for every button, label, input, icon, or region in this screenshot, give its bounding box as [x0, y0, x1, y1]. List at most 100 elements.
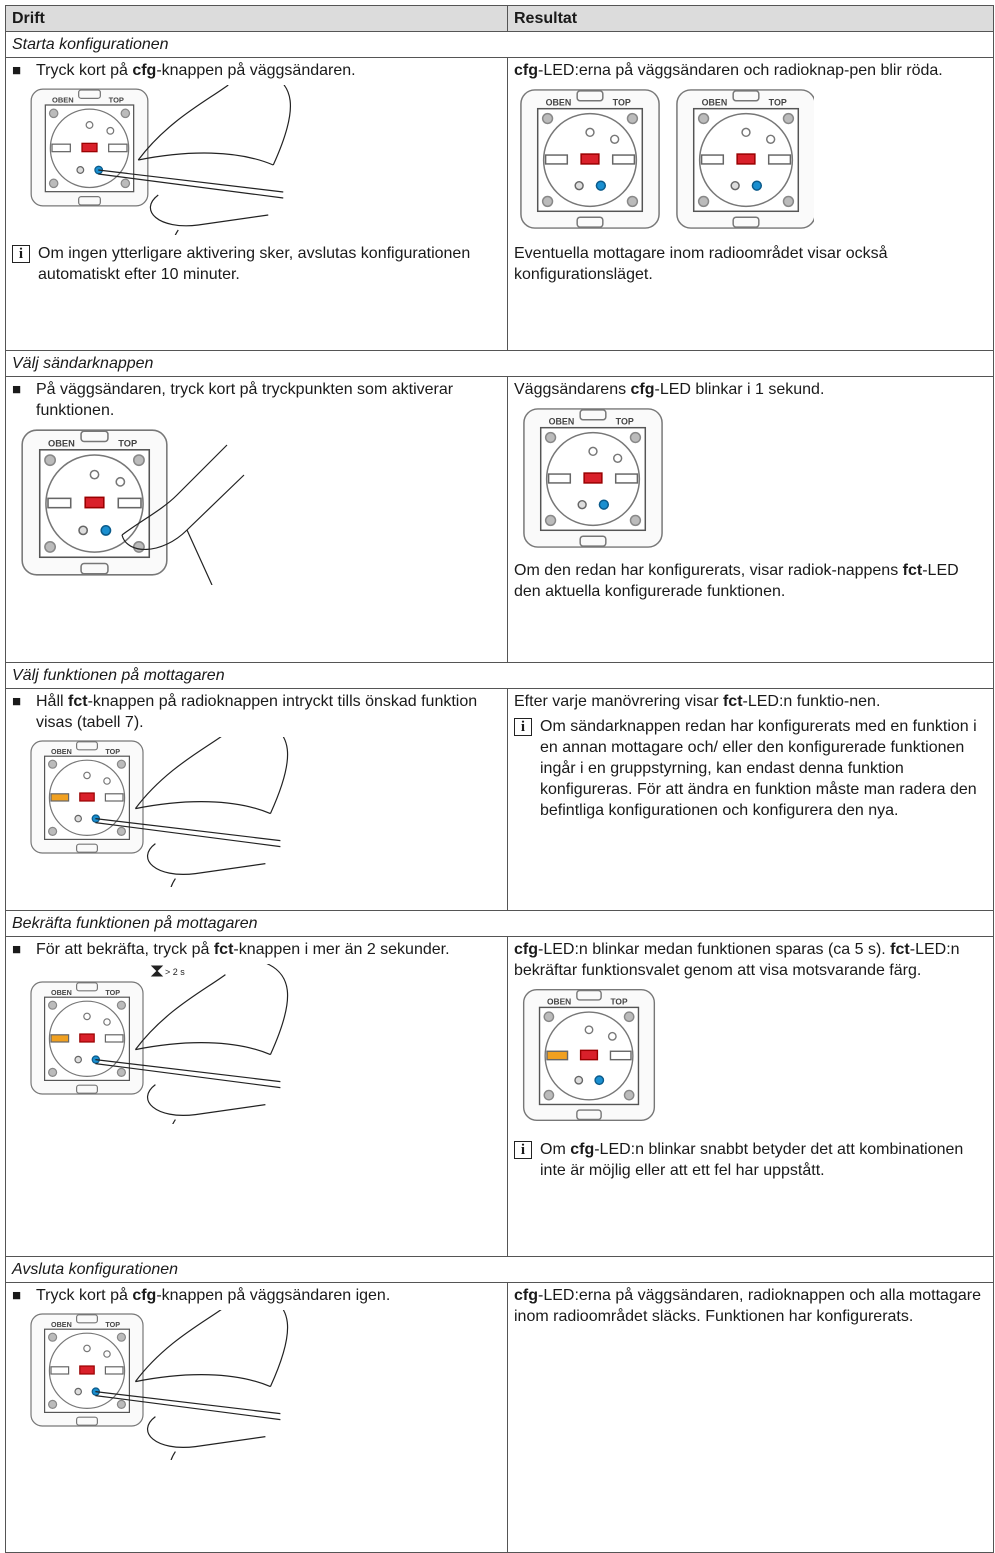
hand [95, 737, 289, 887]
drawing [104, 1366, 124, 1375]
drawing [541, 112, 554, 125]
hourglass-icon [150, 965, 164, 977]
result-text: Väggsändarens cfg-LED blinkar i 1 sekund… [514, 379, 987, 400]
drawing [78, 196, 101, 206]
device-label: OBEN [549, 417, 575, 427]
device: OBEN TOP [21, 429, 168, 576]
drawing [585, 127, 595, 138]
drawing [79, 792, 95, 802]
drawing [134, 737, 222, 809]
drawing [95, 1063, 281, 1089]
drawing [574, 1075, 584, 1085]
drawing [626, 112, 639, 125]
drawing [767, 154, 792, 165]
drawing [135, 801, 271, 815]
device-label: TOP [613, 98, 631, 108]
result-text: Eventuella mottagare inom radioområdet v… [514, 243, 987, 285]
illustration: OBEN TOP [21, 429, 245, 585]
text-run: För att bekräfta, tryck på [36, 941, 214, 958]
drawing [272, 85, 291, 166]
drawing [116, 1067, 127, 1078]
result-text: cfg-LED:n blinkar medan funktionen spara… [514, 939, 987, 981]
step-text: Håll fct-knappen på radioknappen intryck… [12, 691, 501, 733]
text-run: -LED:n blinkar snabbt betyder det att ko… [540, 1141, 964, 1179]
info-note: Om cfg-LED:n blinkar snabbt betyder det … [514, 1139, 987, 1181]
drawing [79, 1365, 95, 1375]
device: OBEN TOP [522, 988, 656, 1122]
drawing [611, 154, 636, 165]
device-label: TOP [610, 997, 628, 1007]
illustration: OBEN TOP [522, 988, 656, 1122]
result-text: Om den redan har konfigurerats, visar ra… [514, 560, 987, 602]
drawing [547, 473, 572, 484]
drawing [579, 1049, 599, 1061]
device: OBEN TOP [523, 408, 663, 548]
device-label: OBEN [48, 439, 75, 449]
drawing [741, 127, 751, 138]
drawing [588, 446, 598, 457]
bold-term: cfg [132, 1287, 157, 1304]
drawing [614, 473, 639, 484]
bold-term: fct [68, 693, 88, 710]
drawing [48, 759, 126, 837]
drawing [48, 1000, 126, 1078]
drawing [736, 153, 756, 165]
section-title: Välj funktionen på mottagaren [5, 662, 994, 689]
drawing [80, 430, 109, 443]
text-run: -LED:n funktio-nen. [742, 693, 881, 710]
text-run: Håll [36, 693, 69, 710]
drawing [121, 444, 245, 585]
drawing [98, 169, 284, 193]
drawing [74, 1055, 83, 1064]
drawing [95, 822, 281, 848]
drawing [612, 453, 623, 463]
result-cell: cfg-LED:erna på väggsändaren och radiokn… [507, 57, 994, 351]
text-run: Om ingen ytterligare aktivering sker, av… [38, 245, 471, 283]
drawing [149, 194, 269, 227]
drawing [137, 85, 229, 161]
text-run: -LED:erna på väggsändaren, radioknappen … [514, 1287, 981, 1325]
drawing [48, 1000, 58, 1010]
drawing [48, 1332, 58, 1342]
device-label: OBEN [51, 988, 72, 997]
drawing [95, 1391, 281, 1415]
drawing [45, 454, 144, 553]
drawing [574, 180, 584, 191]
text-run: Om sändarknappen redan har konfigurerats… [540, 718, 977, 819]
drawing [594, 1075, 605, 1086]
drawing [147, 1084, 266, 1116]
result-text: cfg-LED:erna på väggsändaren och radiokn… [514, 60, 987, 81]
device-label: TOP [109, 96, 124, 105]
step-text: Tryck kort på cfg-knappen på väggsändare… [12, 60, 501, 81]
drawing [106, 126, 115, 135]
device-label: TOP [105, 747, 120, 756]
drawing [76, 1416, 99, 1426]
header-row: Drift Resultat [5, 5, 994, 32]
info-note: Om sändarknappen redan har konfigurerats… [514, 716, 987, 821]
drawing [48, 178, 59, 189]
illustration: OBEN TOP [30, 737, 289, 887]
drawing [266, 964, 289, 1055]
drawing [584, 1025, 594, 1035]
drawing [120, 108, 131, 119]
bold-term: fct [213, 941, 234, 958]
result-cell: Väggsändarens cfg-LED blinkar i 1 sekund… [507, 376, 994, 663]
drawing [103, 1350, 111, 1358]
drawing [135, 1374, 271, 1388]
illustration: OBEN TOP [30, 1310, 289, 1460]
drawing [579, 535, 607, 547]
drawing [132, 454, 145, 467]
drift-cell: På väggsändaren, tryck kort på tryckpunk… [5, 376, 508, 663]
device: OBEN TOP [30, 1313, 144, 1427]
step-text: På väggsändaren, tryck kort på tryckpunk… [12, 379, 501, 421]
drawing [626, 195, 639, 208]
drawing [81, 142, 98, 153]
drawing [269, 1310, 289, 1387]
result-cell: cfg-LED:erna på väggsändaren, radioknapp… [507, 1282, 994, 1553]
drift-cell: Tryck kort på cfg-knappen på väggsändare… [5, 1282, 508, 1553]
bold-term: cfg [514, 62, 538, 79]
drawing [117, 497, 142, 509]
drawing [76, 166, 85, 174]
drawing [48, 826, 58, 837]
